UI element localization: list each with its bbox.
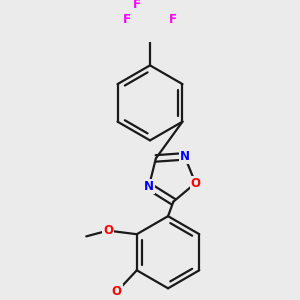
Text: F: F (169, 13, 177, 26)
Text: O: O (190, 177, 200, 190)
Text: N: N (180, 150, 190, 163)
Text: O: O (103, 224, 113, 237)
Text: F: F (133, 0, 141, 11)
Text: N: N (144, 180, 154, 193)
Text: O: O (112, 285, 122, 298)
Text: F: F (123, 13, 131, 26)
